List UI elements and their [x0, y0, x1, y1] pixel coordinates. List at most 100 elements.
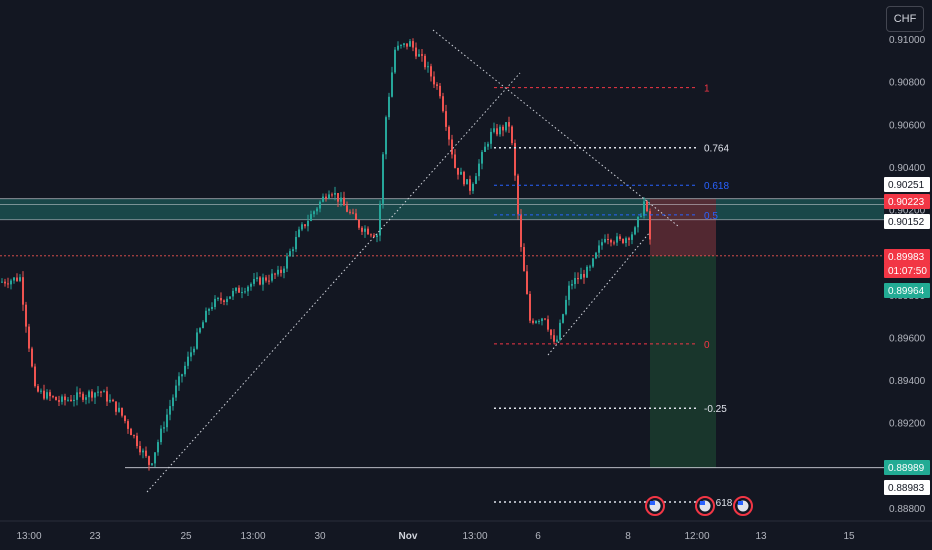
time-axis[interactable]: 13:00 23 25 13:00 30 Nov 13:00 6 8 12:00 13 15 — [16, 531, 855, 542]
resistance-zone — [0, 198, 884, 220]
candle-body — [121, 407, 123, 416]
price-tag — [884, 480, 930, 495]
channel-line — [547, 231, 651, 356]
candle-body — [496, 128, 498, 135]
candle-body — [34, 366, 36, 387]
candle-body — [334, 192, 336, 195]
candle-body — [22, 277, 24, 305]
candle-body — [514, 143, 516, 176]
candle-body — [340, 197, 342, 202]
candle-body — [19, 277, 21, 281]
time-tick: 25 — [180, 531, 192, 542]
candle-body — [451, 139, 453, 155]
candle-body — [454, 154, 456, 168]
candle-body — [91, 391, 93, 398]
candle-body — [487, 143, 489, 147]
candle-body — [376, 235, 378, 237]
candle-body — [640, 215, 642, 217]
candle-body — [493, 128, 495, 132]
candle-body — [457, 167, 459, 175]
candle-body — [220, 298, 222, 301]
candle-body — [79, 392, 81, 394]
candle-body — [49, 392, 51, 397]
candle-body — [601, 242, 603, 246]
candle-body — [82, 393, 84, 400]
time-tick: 13:00 — [240, 531, 265, 542]
candle-body — [184, 365, 186, 375]
candle-body — [547, 319, 549, 330]
candle-body — [529, 293, 531, 321]
candle-body — [313, 211, 315, 215]
candle-body — [136, 435, 138, 447]
candle-body — [520, 214, 522, 248]
candle-body — [445, 111, 447, 127]
candle-body — [628, 238, 630, 240]
price-tag — [884, 249, 930, 264]
downtrend-line — [432, 29, 679, 227]
candle-body — [148, 456, 150, 465]
candle-body — [646, 201, 648, 212]
events-layer — [645, 496, 753, 516]
candle-body — [478, 163, 480, 177]
candle-body — [40, 390, 42, 392]
candle-body — [250, 283, 252, 287]
candle-body — [130, 428, 132, 436]
candle-body — [553, 335, 555, 342]
candle-body — [391, 72, 393, 97]
candle-body — [37, 386, 39, 392]
candle-body — [595, 252, 597, 259]
candle-body — [388, 96, 390, 118]
horizontal-lines-layer — [0, 198, 884, 469]
candle-body — [10, 280, 12, 285]
price-tick: 0.90400 — [889, 163, 926, 174]
candle-body — [430, 66, 432, 77]
candle-body — [103, 391, 105, 393]
fib-label: 0.618 — [704, 181, 729, 192]
candle-body — [361, 227, 363, 232]
candle-body — [52, 396, 54, 398]
candle-body — [448, 126, 450, 140]
candle-body — [46, 392, 48, 399]
candle-body — [463, 171, 465, 185]
candle-body — [259, 277, 261, 285]
candle-body — [13, 277, 15, 281]
candle-body — [610, 239, 612, 243]
candle-body — [616, 236, 618, 243]
candle-body — [346, 205, 348, 212]
time-tick: 13:00 — [16, 531, 41, 542]
candle-body — [268, 280, 270, 282]
candle-body — [73, 399, 75, 402]
time-tick: 15 — [843, 531, 855, 542]
candle-body — [619, 236, 621, 239]
candle-body — [406, 43, 408, 47]
candle-body — [301, 224, 303, 230]
candle-body — [106, 391, 108, 402]
candle-body — [262, 277, 264, 285]
price-tick: 0.89600 — [889, 333, 926, 344]
candle-body — [286, 256, 288, 269]
candle-body — [208, 308, 210, 311]
candle-body — [400, 44, 402, 46]
candle-body — [538, 321, 540, 323]
price-tag-text: 0.88989 — [888, 463, 925, 474]
candle-body — [253, 279, 255, 284]
candle-body — [247, 286, 249, 292]
uptrend-line — [146, 72, 521, 493]
candle-body — [565, 299, 567, 315]
candle-body — [4, 281, 6, 284]
candle-body — [88, 391, 90, 398]
candle-body — [70, 399, 72, 402]
candle-body — [631, 234, 633, 240]
candle-body — [385, 117, 387, 155]
time-tick: 6 — [535, 531, 541, 542]
candle-body — [526, 271, 528, 294]
currency-button[interactable]: CHF — [886, 6, 924, 32]
candle-body — [427, 66, 429, 68]
candle-body — [472, 183, 474, 191]
candle-body — [319, 201, 321, 209]
candle-body — [433, 76, 435, 85]
candle-body — [196, 332, 198, 349]
candle-body — [61, 396, 63, 402]
candle-body — [577, 278, 579, 280]
